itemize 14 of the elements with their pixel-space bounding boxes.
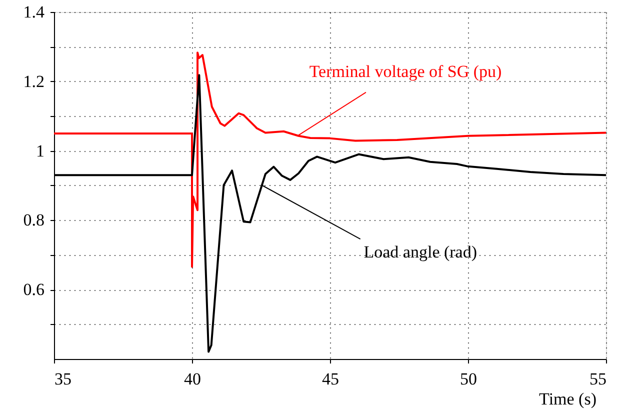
y-tick-label: 1: [36, 141, 44, 160]
x-tick-label: 45: [322, 370, 339, 388]
annotation: Load angle (rad): [364, 242, 478, 262]
x-tick-label: 35: [54, 370, 72, 388]
y-tick-label: 0.6: [23, 280, 44, 300]
y-tick-label: 1.4: [23, 2, 45, 22]
y-tick-label: 1.2: [23, 72, 44, 91]
x-axis-title: Time (s): [539, 390, 596, 408]
x-tick-label: 50: [460, 370, 477, 388]
x-tick-label: 40: [184, 370, 201, 388]
annotation: Terminal voltage of SG (pu): [309, 62, 502, 82]
x-tick-label: 55: [590, 370, 606, 388]
line-series: [54, 52, 606, 268]
y-tick-label: 0.8: [23, 210, 44, 230]
